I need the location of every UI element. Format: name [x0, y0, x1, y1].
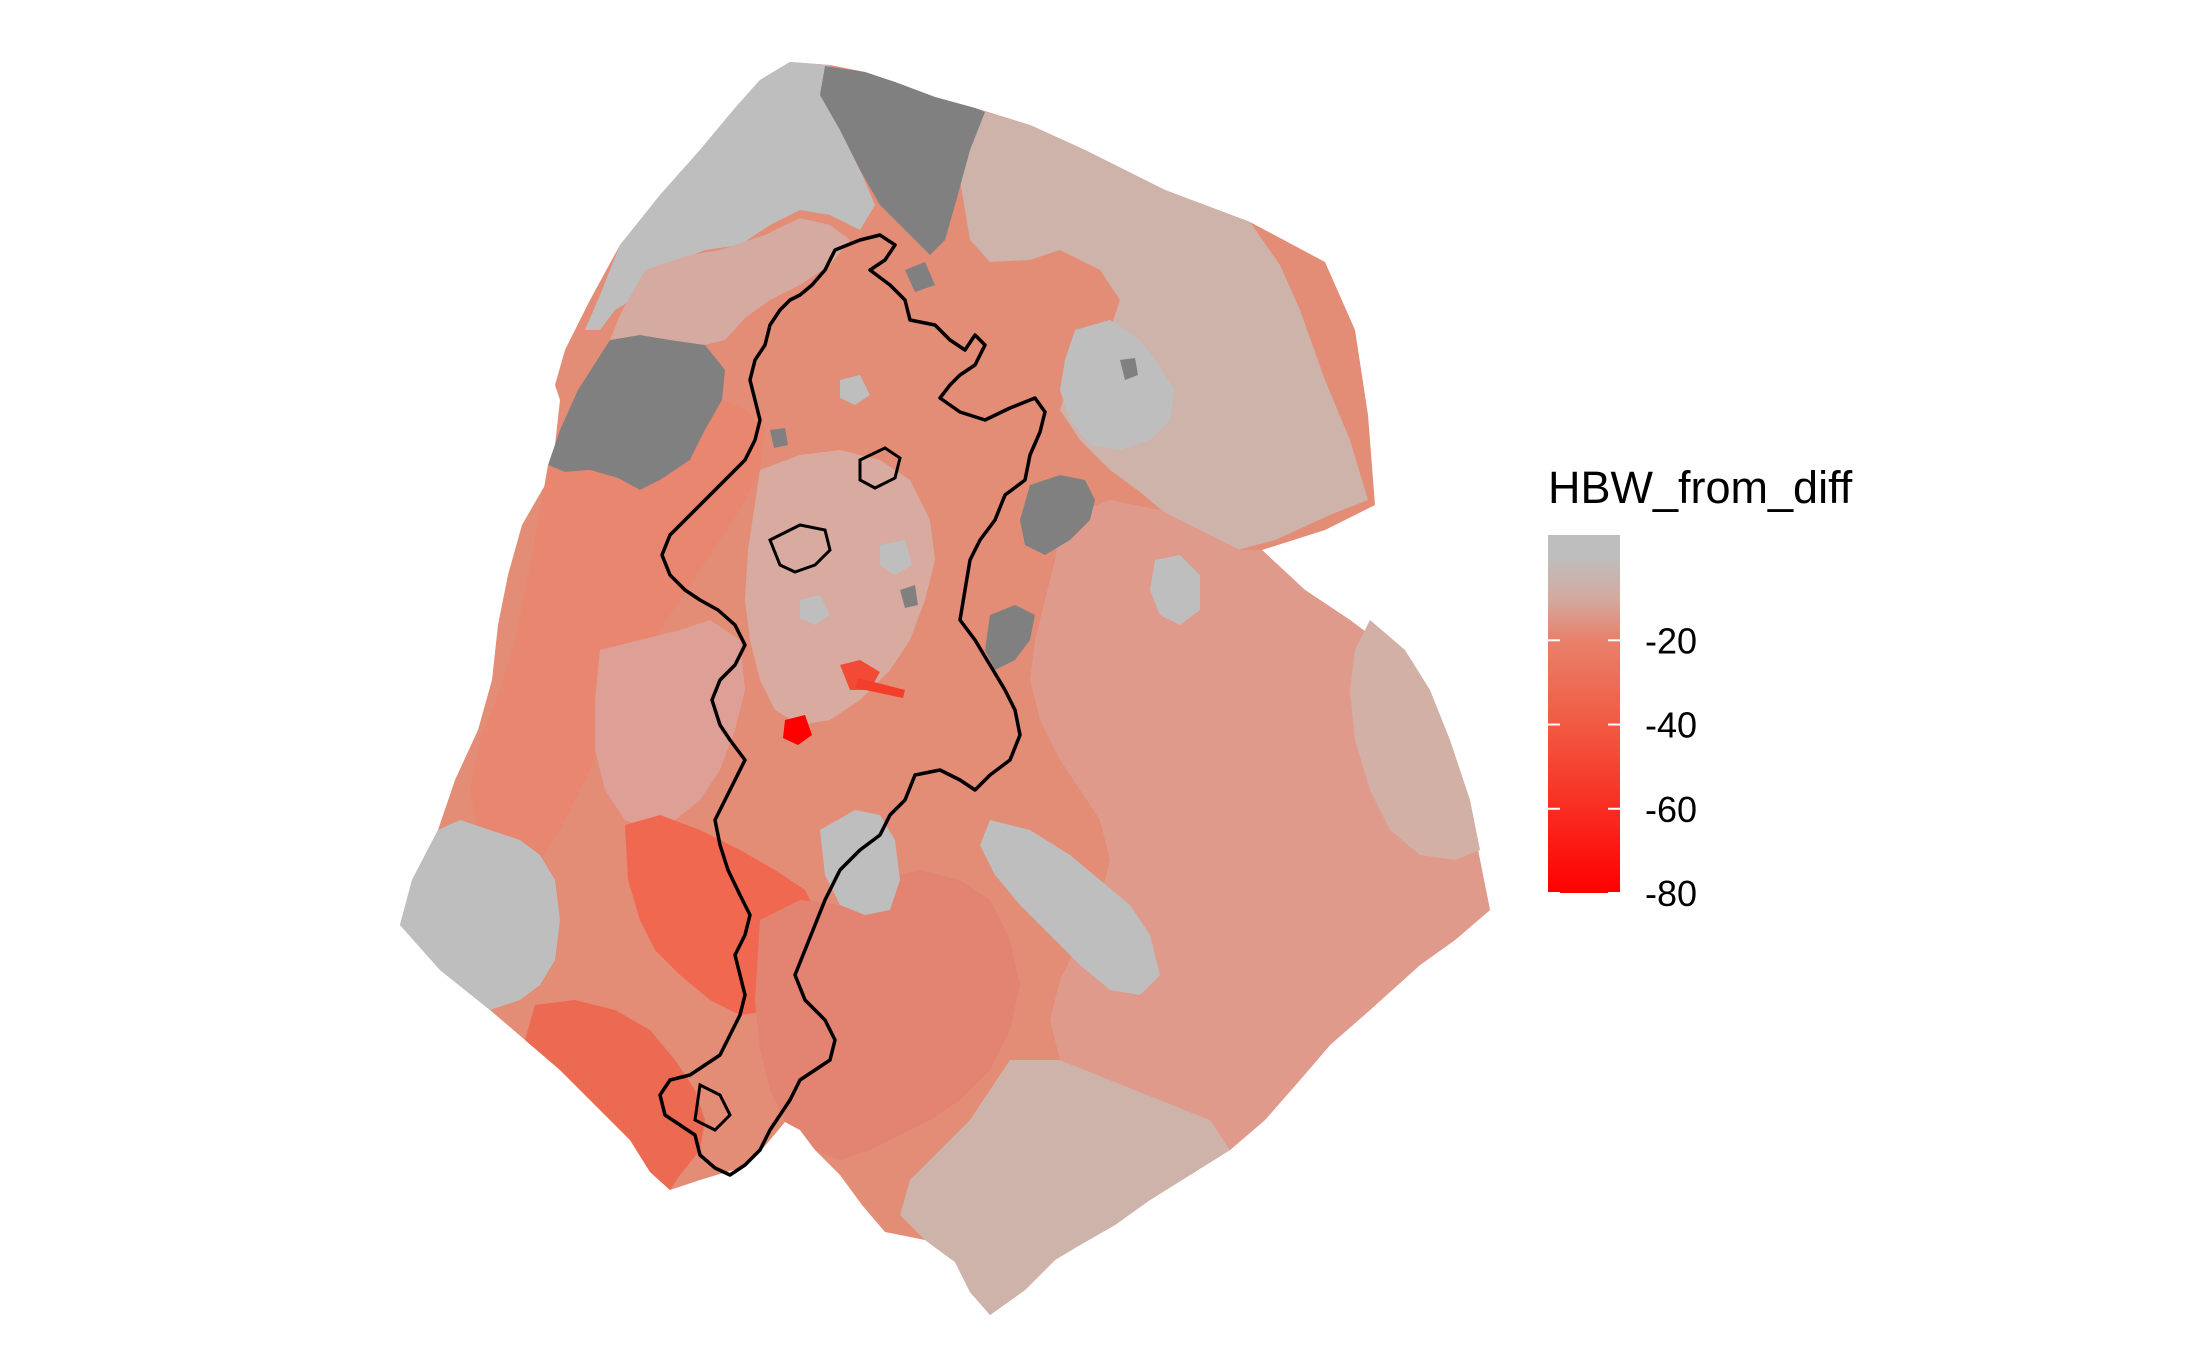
region-sw-red-2	[525, 1000, 705, 1190]
region-s-salmon	[755, 870, 1020, 1160]
map-panel	[400, 62, 1490, 1315]
region-center-max	[783, 715, 812, 745]
region-center-grey-3	[800, 595, 830, 625]
legend-tick-label: -60	[1645, 789, 1697, 830]
region-center-nodata-2	[770, 428, 788, 448]
region-e-grey-2	[1150, 555, 1200, 625]
city-boundary-inner-3	[693, 1082, 732, 1132]
region-n-nodata	[820, 66, 985, 255]
city-boundary-inner-2	[858, 446, 902, 490]
region-center-redbar	[856, 678, 905, 698]
region-nw-pink	[610, 218, 850, 345]
region-sw-grey	[400, 820, 560, 1010]
region-ce-nodata	[985, 605, 1035, 670]
region-ne-nodata	[1120, 358, 1138, 380]
region-center-nodata-1	[900, 585, 918, 608]
region-e-nodata	[1020, 475, 1095, 555]
region-e-pink	[1350, 620, 1480, 860]
region-center-light	[745, 450, 935, 725]
legend-title: HBW_from_diff	[1548, 462, 1853, 513]
legend-tick-label: -40	[1645, 705, 1697, 746]
region-e-grey-band	[980, 820, 1160, 995]
region-center-nodata-3	[905, 262, 935, 292]
city-boundary	[658, 233, 1047, 1177]
region-nw-nodata	[548, 335, 725, 490]
region-s-pink	[900, 1060, 1230, 1315]
legend-tick-label: -80	[1645, 873, 1697, 914]
legend-colorbar	[1548, 535, 1620, 893]
region-ne-grey	[1060, 320, 1175, 450]
legend-tick-label: -20	[1645, 620, 1697, 661]
region-w-salmon	[595, 620, 745, 830]
region-n-grey	[585, 62, 875, 330]
region-center-grey-1	[840, 375, 870, 405]
legend: HBW_from_diff -20 -40 -60 -80	[1548, 462, 1853, 914]
legend-ticks: -20 -40 -60 -80	[1548, 620, 1697, 914]
city-boundary-inner	[768, 523, 832, 574]
region-center-grey-2	[880, 540, 912, 575]
region-ne	[955, 110, 1368, 552]
